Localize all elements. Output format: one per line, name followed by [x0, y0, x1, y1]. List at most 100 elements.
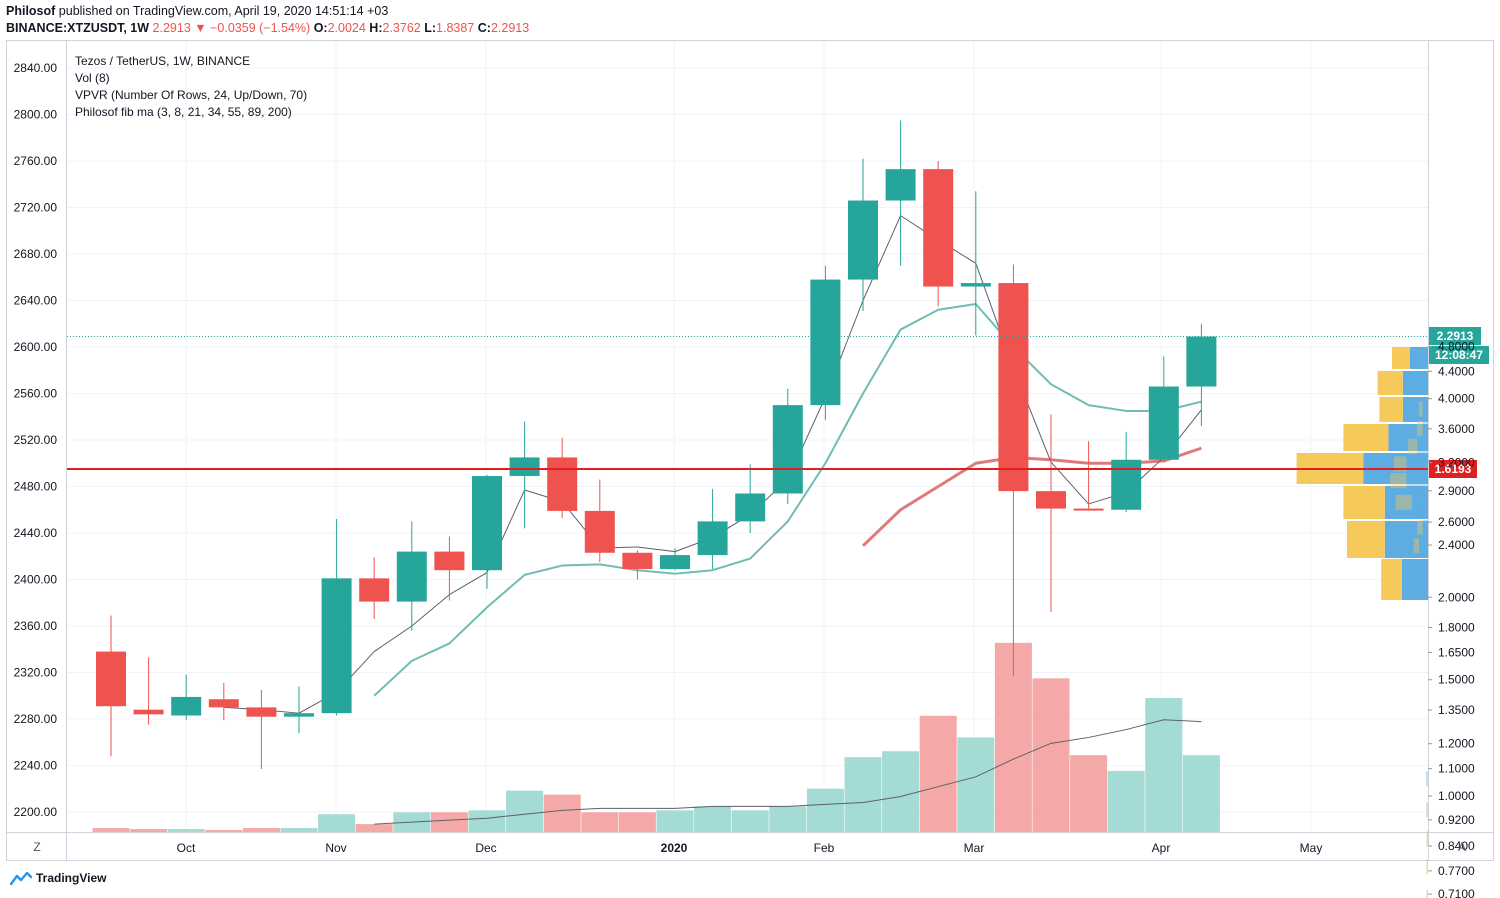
author-name[interactable]: Philosof	[6, 4, 56, 18]
vpvr-up-bar	[1426, 831, 1428, 847]
vpvr-down-bar	[1343, 486, 1385, 519]
vpvr-up-bar	[1426, 802, 1428, 818]
right-axis-tick: 3.2000	[1438, 456, 1475, 470]
right-axis-tick: 1.6500	[1438, 645, 1475, 659]
left-axis-tick: 2280.00	[14, 712, 58, 726]
candle-body	[96, 651, 126, 707]
a-button[interactable]: A	[1458, 840, 1466, 854]
brand-name: TradingView	[36, 871, 107, 885]
candle-body	[472, 476, 502, 571]
vpvr-up-bar	[1402, 371, 1428, 395]
vpvr-up-bar	[1422, 420, 1428, 436]
left-axis-tick: 2240.00	[14, 759, 58, 773]
vpvr-down-bar	[1392, 347, 1410, 369]
left-axis-tick: 2360.00	[14, 619, 58, 633]
z-button[interactable]: Z	[33, 840, 40, 854]
right-axis-tick: 0.9200	[1438, 813, 1475, 827]
volume-bar	[656, 810, 694, 832]
support-price-tag	[1429, 460, 1477, 478]
support-price-tag-label: 1.6193	[1435, 462, 1472, 476]
fib-ma-fast-line	[223, 215, 1202, 714]
countdown-tag	[1429, 346, 1489, 364]
vpvr-down-bar	[1377, 371, 1403, 395]
z-button-box[interactable]	[8, 837, 66, 857]
candle-body	[998, 283, 1029, 492]
candle-body	[396, 551, 427, 602]
candle-body	[885, 169, 916, 201]
right-axis-tick: 1.2000	[1438, 737, 1475, 751]
candle-body	[1036, 491, 1066, 509]
volume-bar	[355, 824, 393, 832]
volume-bar	[506, 790, 544, 832]
vpvr-down-bar	[1347, 521, 1385, 558]
vpvr-down-bar	[1393, 456, 1407, 472]
x-axis-label: Mar	[964, 841, 985, 855]
right-axis-tick: 1.5000	[1438, 673, 1475, 687]
legend-title[interactable]: Tezos / TetherUS, 1W, BINANCE	[75, 54, 251, 68]
candle-body	[434, 551, 465, 571]
candle-body	[171, 696, 202, 716]
close-value: 2.2913	[490, 21, 530, 35]
vpvr-up-bar	[1406, 456, 1428, 472]
volume-bar	[468, 810, 506, 832]
candle-body	[1073, 508, 1104, 511]
candle-body	[960, 283, 991, 287]
volume-bar	[430, 812, 468, 832]
volume-bar	[242, 828, 280, 832]
left-axis-tick: 2400.00	[14, 573, 58, 587]
candle-body	[697, 521, 728, 556]
volume-ma-line	[374, 719, 1202, 825]
vpvr-down-bar	[1426, 859, 1427, 875]
volume-bar	[1107, 770, 1145, 832]
volume-bar	[882, 751, 920, 832]
vpvr-up-bar	[1384, 521, 1428, 558]
candle-body	[547, 457, 578, 511]
candle-body	[735, 493, 766, 522]
volume-bar	[92, 828, 130, 832]
volume-bar	[1070, 755, 1108, 832]
left-axis-tick: 2680.00	[14, 247, 58, 261]
volume-bar	[1032, 678, 1070, 832]
vpvr-down-bar	[1419, 401, 1423, 417]
tradingview-brand[interactable]: TradingView	[10, 871, 106, 885]
candle-body	[1111, 459, 1142, 510]
volume-bar	[1182, 755, 1220, 832]
left-axis-tick: 2800.00	[14, 108, 58, 122]
legend-volume[interactable]: Vol (8)	[75, 71, 110, 85]
tradingview-logo-icon	[10, 871, 32, 885]
vpvr-up-bar	[1419, 538, 1428, 554]
right-axis-tick: 3.6000	[1438, 422, 1475, 436]
down-arrow-icon: ▼	[194, 21, 207, 35]
last-price: 2.2913	[152, 21, 191, 35]
price-change: −0.0359 (−1.54%)	[210, 21, 311, 35]
candle-body	[622, 552, 653, 570]
x-axis-label: Apr	[1152, 841, 1171, 855]
right-axis-tick: 2.6000	[1438, 515, 1475, 529]
volume-bar	[205, 830, 243, 832]
vpvr-down-bar	[1417, 519, 1423, 535]
countdown-tag-label: 12:08:47	[1435, 348, 1483, 362]
volume-bar	[731, 810, 769, 832]
right-axis-tick: 2.0000	[1438, 590, 1475, 604]
candle-body	[584, 510, 615, 553]
vpvr-down-bar	[1425, 771, 1427, 787]
volume-bar	[167, 829, 205, 832]
vpvr-down-bar	[1417, 420, 1423, 436]
volume-bar	[618, 812, 656, 832]
right-axis-tick: 1.3500	[1438, 703, 1475, 717]
x-axis-label: Oct	[177, 841, 196, 855]
legend-vpvr[interactable]: VPVR (Number Of Rows, 24, Up/Down, 70)	[75, 88, 308, 102]
volume-bar	[844, 757, 882, 832]
legend-fib-ma[interactable]: Philosof fib ma (3, 8, 21, 34, 55, 89, 2…	[75, 105, 292, 119]
right-axis-tick: 4.0000	[1438, 392, 1475, 406]
volume-bar	[543, 794, 581, 832]
x-axis-label: Feb	[814, 841, 835, 855]
vpvr-down-bar	[1395, 494, 1412, 510]
right-axis-tick: 0.7700	[1438, 864, 1475, 878]
last-price-tag	[1429, 327, 1481, 345]
candle-body	[208, 699, 239, 708]
volume-bar	[130, 829, 168, 832]
right-axis-tick: 2.9000	[1438, 484, 1475, 498]
left-axis-tick: 2520.00	[14, 433, 58, 447]
